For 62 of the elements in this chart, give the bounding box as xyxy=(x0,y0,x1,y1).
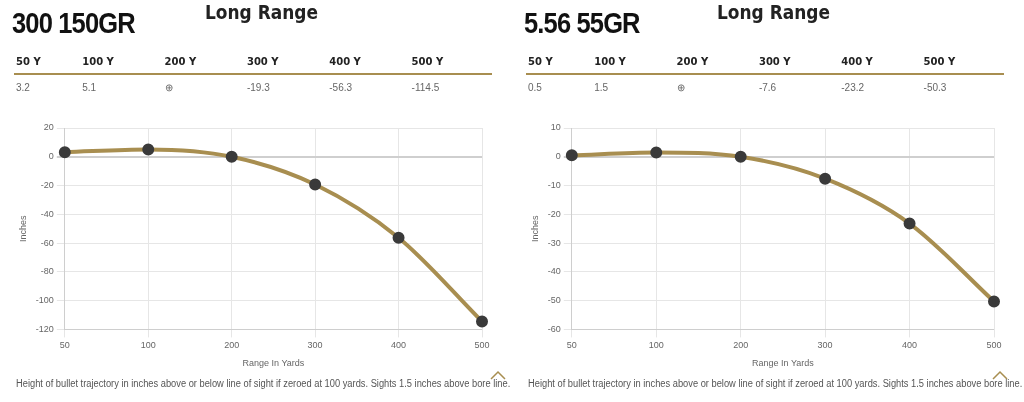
y-tick-label: 0 xyxy=(555,151,561,162)
text: -50.3 xyxy=(923,82,947,93)
y-axis-title: Inches xyxy=(529,214,540,242)
x-tick-label: 100 xyxy=(648,340,664,351)
x-tick-label: 200 xyxy=(224,340,240,351)
y-tick-label: 0 xyxy=(48,151,54,162)
text: 3.2 xyxy=(16,82,30,93)
x-tick-label: 400 xyxy=(391,340,407,351)
text: 5.1 xyxy=(82,82,97,93)
text: -23.2 xyxy=(841,82,865,93)
text: -56.3 xyxy=(329,82,353,93)
text: -114.5 xyxy=(411,82,440,93)
chart-subtitle: Long Range xyxy=(717,0,831,24)
text: Height of bullet trajectory in inches above or below line of sight if zeroed at 100 yards. Sights 1.5 inches above bore line. xyxy=(528,378,1023,389)
x-tick-label: 200 xyxy=(733,340,749,351)
x-tick-label: 300 xyxy=(817,340,833,351)
text: 0.5 xyxy=(528,82,542,93)
y-tick-label: -30 xyxy=(547,237,561,248)
text: 400 Y xyxy=(839,52,922,74)
text: 500 Y xyxy=(921,52,1004,74)
y-tick-label: -20 xyxy=(547,208,561,219)
x-axis-title: Range In Yards xyxy=(752,358,815,369)
y-tick-label: -100 xyxy=(35,295,54,306)
y-tick-label: -40 xyxy=(40,208,54,219)
text: 100 Y xyxy=(592,52,675,74)
chart-subtitle: Long Range xyxy=(205,0,319,24)
text: 300 Y xyxy=(244,52,328,74)
x-tick-label: 500 xyxy=(986,340,1002,351)
y-tick-label: -40 xyxy=(547,266,561,277)
text: 100 Y xyxy=(80,52,163,74)
x-tick-label: 300 xyxy=(307,340,323,351)
text: 500 Y xyxy=(409,52,492,74)
chart-title: 300 150GR xyxy=(12,6,135,40)
x-tick-label: 50 xyxy=(566,340,577,351)
text: 1.5 xyxy=(594,82,609,93)
y-tick-label: -60 xyxy=(40,237,54,248)
text: 200 Y xyxy=(674,52,757,74)
y-tick-label: -20 xyxy=(40,180,54,191)
x-axis-title: Range In Yards xyxy=(242,358,305,369)
x-tick-label: 500 xyxy=(474,340,490,351)
y-tick-label: 10 xyxy=(550,122,561,133)
y-tick-label: -60 xyxy=(547,323,561,334)
text: 50 Y xyxy=(526,52,593,74)
y-tick-label: -10 xyxy=(547,180,561,191)
text: ⊕ xyxy=(676,82,685,93)
text: Height of bullet trajectory in inches above or below line of sight if zeroed at 100 yards. Sights 1.5 inches above bore line. xyxy=(16,378,511,389)
text: -19.3 xyxy=(246,82,270,93)
x-tick-label: 100 xyxy=(140,340,156,351)
text: ⊕ xyxy=(164,82,173,93)
text: 200 Y xyxy=(162,52,245,74)
y-tick-label: 20 xyxy=(43,122,54,133)
x-tick-label: 400 xyxy=(902,340,918,351)
y-tick-label: -50 xyxy=(547,295,561,306)
y-tick-label: -80 xyxy=(40,266,54,277)
text: 400 Y xyxy=(327,52,410,74)
x-tick-label: 50 xyxy=(59,340,70,351)
y-tick-label: -120 xyxy=(35,323,54,334)
chart-title: 5.56 55GR xyxy=(524,6,640,40)
text: 300 Y xyxy=(756,52,840,74)
y-axis-title: Inches xyxy=(17,214,28,242)
text: 50 Y xyxy=(14,52,81,74)
text: -7.6 xyxy=(758,82,777,93)
